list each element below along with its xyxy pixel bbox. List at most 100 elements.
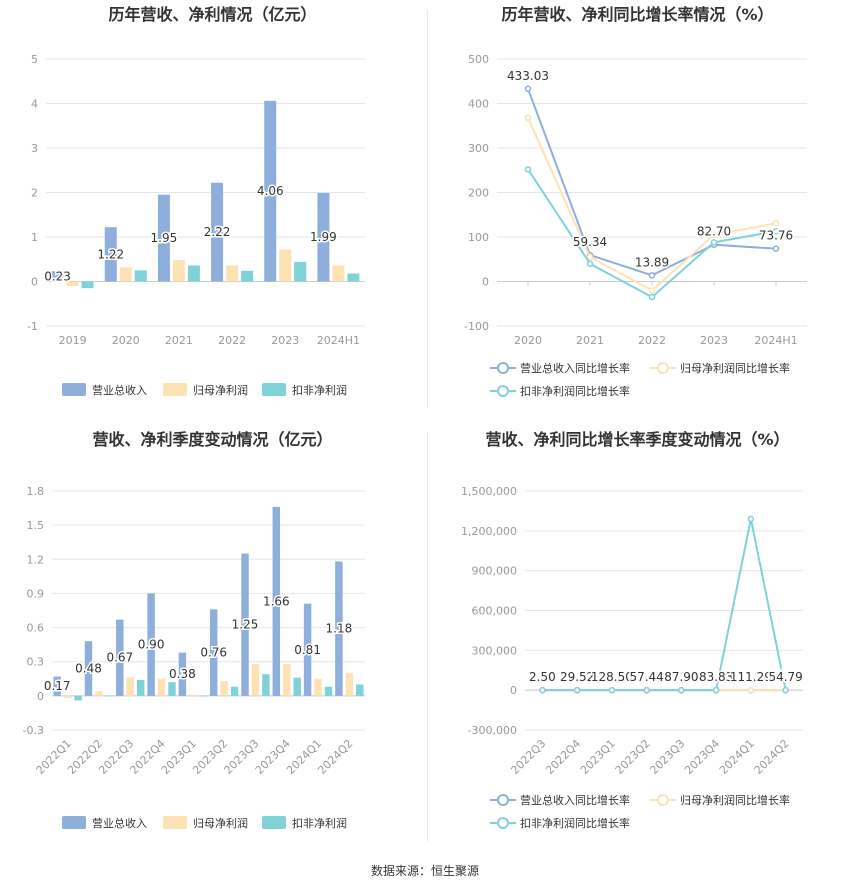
- data-label: 0.23: [44, 269, 71, 283]
- data-label: 13.89: [635, 255, 669, 269]
- y-tick-label: 1.8: [27, 485, 45, 498]
- point-扣非净利润同比增长率: [782, 686, 789, 694]
- point-归母净利润同比增长率: [586, 253, 594, 261]
- bar-营业总收入: [147, 593, 155, 696]
- bar-扣非净利润: [74, 695, 82, 701]
- bar-扣非净利润: [168, 682, 176, 696]
- y-tick-label: 2: [31, 187, 38, 200]
- bar-营业总收入: [209, 609, 218, 696]
- bar-归母净利润: [66, 281, 79, 286]
- x-tick-label: 2022Q4: [543, 737, 583, 777]
- point-归母净利润同比增长率: [648, 287, 656, 294]
- data-label: 111.29: [730, 670, 772, 684]
- bar-扣非净利润: [294, 261, 307, 282]
- y-tick-label: -0.3: [23, 724, 44, 737]
- bar-扣非净利润: [241, 270, 254, 282]
- data-label: 0.67: [106, 651, 133, 665]
- bar-扣非净利润: [293, 677, 301, 696]
- legend-label: 营业总收入同比增长率: [520, 793, 630, 807]
- y-tick-label: 3: [31, 142, 38, 155]
- bar-归母净利润: [63, 695, 72, 699]
- point-扣非净利润同比增长率: [648, 293, 656, 301]
- data-label: 0.90: [138, 638, 165, 652]
- legend-marker: [657, 362, 669, 374]
- chart-svg: 营收、净利季度变动情况（亿元） -0.3 0 0.3 0.6 0.9 1.2 1.5 1.8 20…: [23, 430, 365, 830]
- chart-title: 历年营收、净利情况（亿元）: [108, 5, 316, 24]
- y-tick-label: 300,000: [472, 644, 518, 657]
- y-tick-label: -100: [464, 320, 489, 333]
- bar-归母净利润: [119, 267, 132, 282]
- y-tick-label: 0.6: [27, 622, 45, 635]
- y-tick-label: 4: [31, 98, 38, 111]
- data-label: 1.66: [263, 594, 290, 608]
- quarterly-growth-rate-chart: 营收、净利同比增长率季度变动情况（%） -300,000 0 300,000 600,0…: [425, 425, 850, 845]
- bar-归母净利润: [95, 691, 103, 696]
- bar-营业总收入: [303, 603, 312, 696]
- bar-归母净利润: [157, 678, 166, 696]
- data-label: 1.22: [97, 247, 124, 261]
- data-label: 83.83: [699, 670, 733, 684]
- legend-marker: [657, 794, 669, 806]
- data-label: 1.18: [326, 622, 353, 636]
- x-tick-label: 2023Q2: [613, 737, 653, 777]
- x-tick-label: 2024H1: [754, 334, 797, 347]
- y-tick-label: 0.9: [27, 587, 45, 600]
- legend-label: 营业总收入: [92, 816, 147, 830]
- y-tick-label: 5: [31, 53, 38, 66]
- bar-归母净利润: [172, 260, 185, 282]
- y-tick-label: 400: [468, 98, 489, 111]
- bar-归母净利润: [126, 677, 134, 696]
- point-扣非净利润同比增长率: [712, 686, 720, 694]
- data-label: 1.95: [151, 231, 178, 245]
- divider-bottom: [427, 432, 428, 842]
- x-tick-label: 2021: [576, 334, 604, 347]
- bar-扣非净利润: [230, 686, 239, 696]
- bar-扣非净利润: [136, 679, 145, 696]
- x-tick-label: 2023Q1: [578, 737, 618, 777]
- chart-title: 营收、净利同比增长率季度变动情况（%）: [485, 430, 789, 449]
- point-扣非净利润同比增长率: [710, 239, 718, 246]
- bar-营业总收入: [317, 192, 330, 282]
- divider-top: [427, 10, 428, 408]
- bar-归母净利润: [251, 663, 260, 696]
- legend-label: 扣非净利润: [292, 816, 347, 830]
- data-label: 0.48: [75, 662, 102, 676]
- legend-label: 营业总收入: [92, 383, 147, 397]
- bar-营业总收入: [104, 227, 117, 282]
- chart-svg: 历年营收、净利情况（亿元） -1 0 1 2 3 4 5 2019 2020 2021 2022 202…: [27, 5, 365, 397]
- y-tick-label: 1.5: [27, 519, 45, 532]
- bar-营业总收入: [211, 182, 224, 282]
- y-tick-label: 200: [468, 187, 489, 200]
- x-tick-label: 2021: [165, 334, 193, 347]
- bar-营业总收入: [116, 619, 124, 696]
- point-扣非净利润同比增长率: [539, 686, 546, 694]
- legend-label: 归母净利润同比增长率: [680, 361, 790, 375]
- data-label: 54.79: [768, 670, 802, 684]
- data-label: 2.22: [204, 225, 231, 239]
- bar-扣非净利润: [81, 281, 94, 289]
- legend-marker: [497, 362, 509, 374]
- legend-swatch: [62, 383, 86, 396]
- legend-marker: [497, 385, 509, 397]
- line-扣非净利润同比增长率: [542, 518, 787, 692]
- bar-归母净利润: [345, 673, 354, 696]
- x-tick-label: 2023: [700, 334, 728, 347]
- x-tick-label: 2020: [112, 334, 140, 347]
- point-营业总收入同比增长率: [772, 245, 780, 252]
- data-label: 2.50: [529, 670, 556, 684]
- data-label: 57.44: [629, 670, 663, 684]
- data-label: 128.50: [591, 670, 633, 684]
- point-归母净利润同比增长率: [747, 686, 755, 694]
- data-label: 4.06: [257, 184, 284, 198]
- point-扣非净利润同比增长率: [643, 686, 650, 694]
- legend-label: 归母净利润同比增长率: [680, 793, 790, 807]
- y-tick-label: 1: [31, 231, 38, 244]
- bar-扣非净利润: [105, 695, 114, 697]
- x-tick-label: 2023Q4: [682, 737, 722, 777]
- legend-label: 归母净利润: [193, 816, 248, 830]
- x-tick-label: 2024Q2: [315, 737, 355, 777]
- bar-营业总收入: [53, 676, 61, 696]
- x-tick-label: 2020: [514, 334, 542, 347]
- legend-label: 营业总收入同比增长率: [520, 361, 630, 375]
- legend-label: 扣非净利润同比增长率: [520, 816, 630, 830]
